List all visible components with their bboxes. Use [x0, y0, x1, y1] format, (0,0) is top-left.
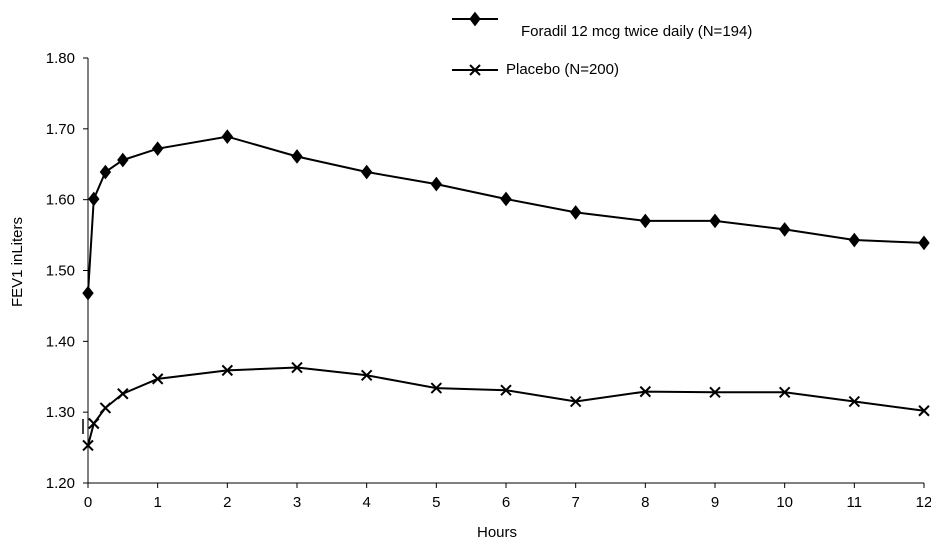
data-point-diamond: [778, 222, 791, 237]
legend-label: Placebo (N=200): [506, 61, 619, 78]
series-foradil: [82, 129, 930, 301]
legend-marker: [469, 64, 481, 76]
y-tick-label: 1.50: [46, 263, 75, 280]
legend-item: Placebo (N=200): [452, 61, 619, 78]
data-point-x: [430, 382, 443, 394]
data-point-x: [918, 405, 930, 417]
data-point-x: [82, 439, 94, 452]
x-tick-label: 2: [223, 494, 231, 511]
y-tick-label: 1.40: [46, 333, 75, 350]
y-tick-label: 1.20: [46, 475, 75, 492]
x-tick-label: 9: [711, 494, 719, 511]
data-point-x: [151, 373, 164, 385]
data-point-x: [778, 386, 791, 399]
y-axis-title: FEV1 inLiters: [9, 217, 26, 307]
data-point-diamond: [360, 164, 373, 180]
legend-item: Foradil 12 mcg twice daily (N=194): [452, 11, 752, 40]
data-point-x: [360, 369, 373, 382]
x-tick-label: 4: [362, 494, 370, 511]
series-line: [87, 135, 925, 294]
y-tick-label: 1.80: [46, 50, 75, 67]
data-point-diamond: [221, 129, 234, 144]
series-line: [87, 366, 925, 446]
series-layer: [82, 129, 930, 452]
legend-marker: [469, 11, 481, 27]
data-point-diamond: [82, 285, 94, 301]
y-axis-ticks: 1.20 1.30 1.40 1.50 1.60 1.70 1.80: [46, 50, 88, 492]
data-point-diamond: [151, 141, 164, 156]
y-tick-label: 1.70: [46, 121, 75, 138]
x-tick-label: 0: [84, 494, 92, 511]
x-tick-label: 8: [641, 494, 649, 511]
x-tick-label: 1: [153, 494, 161, 511]
series-placebo: [82, 361, 930, 452]
x-tick-label: 11: [847, 494, 863, 511]
x-tick-label: 10: [776, 494, 793, 511]
data-point-x: [709, 386, 721, 399]
x-tick-label: 6: [502, 494, 510, 511]
x-axis-title: Hours: [477, 524, 517, 541]
data-point-x: [500, 384, 512, 396]
data-point-diamond: [500, 191, 512, 207]
data-point-diamond: [918, 235, 930, 251]
legend: Foradil 12 mcg twice daily (N=194) Placeb…: [452, 11, 752, 78]
data-point-diamond: [117, 152, 129, 168]
x-tick-label: 5: [432, 494, 440, 511]
data-point-diamond: [569, 205, 582, 220]
y-tick-label: 1.60: [46, 192, 75, 209]
legend-label: Foradil 12 mcg twice daily (N=194): [521, 23, 752, 40]
data-point-diamond: [99, 164, 112, 180]
data-point-x: [99, 402, 112, 414]
data-point-diamond: [639, 213, 652, 229]
data-point-diamond: [88, 191, 100, 207]
data-point-x: [848, 395, 861, 408]
x-tick-label: 12: [916, 494, 931, 511]
x-tick-label: 7: [571, 494, 579, 511]
data-point-diamond: [848, 232, 861, 248]
y-tick-label: 1.30: [46, 404, 75, 421]
x-axis-ticks: 0 1 2 3 4 5 6 7 8 9 10 11 12: [84, 483, 931, 511]
data-point-diamond: [430, 176, 443, 192]
data-point-x: [221, 364, 234, 377]
data-point-diamond: [709, 213, 721, 229]
data-point-x: [88, 417, 100, 430]
data-point-x: [291, 361, 303, 374]
data-point-x: [569, 395, 582, 408]
data-point-diamond: [291, 149, 303, 164]
data-point-x: [117, 388, 129, 400]
x-tick-label: 3: [293, 494, 301, 511]
data-point-x: [639, 385, 652, 398]
